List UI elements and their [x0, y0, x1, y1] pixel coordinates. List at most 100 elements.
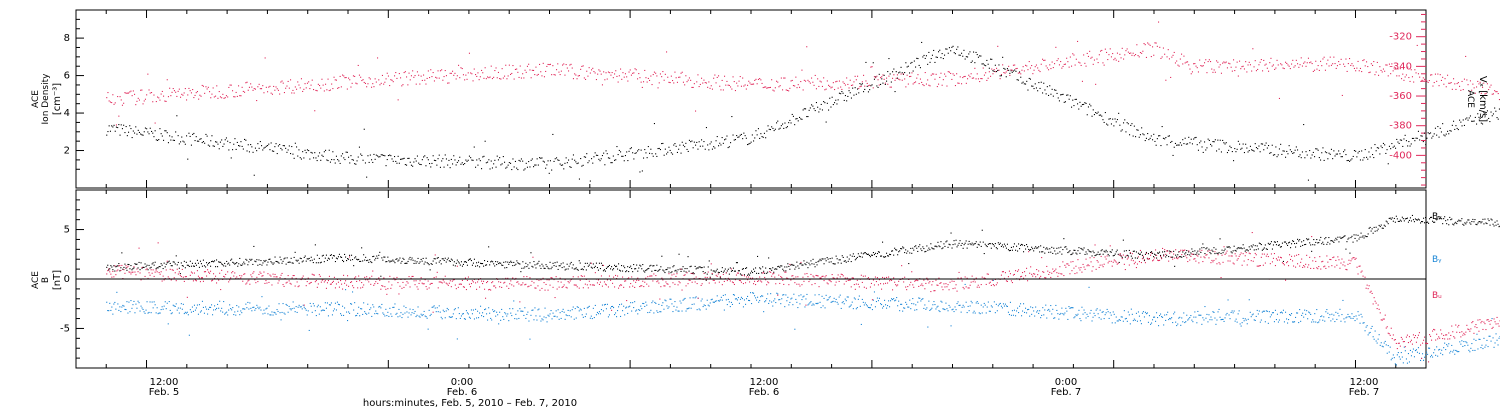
bx-point: [207, 264, 209, 266]
bx-point: [644, 271, 646, 273]
ion-density-point: [549, 160, 551, 162]
velocity-point: [1372, 64, 1374, 66]
velocity-point: [323, 90, 325, 92]
velocity-point: [1413, 81, 1415, 83]
bx-point: [476, 262, 478, 264]
bx-point: [315, 262, 317, 264]
bx-point: [1466, 221, 1468, 223]
bx-point: [835, 255, 837, 257]
velocity-point: [1363, 59, 1365, 61]
ion-density-point: [726, 135, 728, 137]
velocity-point: [754, 79, 756, 81]
bx-point: [555, 265, 557, 267]
bx-point: [1023, 251, 1025, 253]
bx-point: [1339, 236, 1341, 238]
bx-point: [1311, 250, 1313, 252]
velocity-point: [1149, 44, 1151, 46]
velocity-point: [819, 80, 821, 82]
velocity-point: [182, 94, 184, 96]
velocity-point: [1453, 78, 1455, 80]
velocity-point: [1115, 59, 1117, 61]
ion-density-point: [1397, 141, 1399, 143]
velocity-point: [1334, 63, 1336, 65]
bx-point: [1204, 253, 1206, 255]
velocity-point: [783, 77, 785, 79]
ion-density-point: [1460, 121, 1462, 123]
ion-density-point: [221, 139, 223, 141]
ion-density-point: [328, 149, 330, 151]
velocity-point: [1447, 74, 1449, 76]
ion-density-point: [820, 103, 822, 105]
velocity-point: [789, 87, 791, 89]
ion-density-point: [614, 159, 616, 161]
velocity-point: [641, 86, 643, 88]
ion-density-point: [1306, 154, 1308, 156]
ion-density-point: [975, 51, 977, 53]
bx-point: [510, 260, 512, 262]
ion-density-point: [335, 155, 337, 157]
velocity-point: [229, 84, 231, 86]
bx-point: [1138, 253, 1140, 255]
bx-point: [347, 258, 349, 260]
ion-density-point: [230, 157, 232, 159]
bx-point: [1016, 245, 1018, 247]
velocity-point: [253, 88, 255, 90]
bx-point: [1442, 223, 1444, 225]
velocity-point: [539, 63, 541, 65]
velocity-point: [599, 70, 601, 72]
velocity-point: [710, 85, 712, 87]
ion-density-point: [1275, 146, 1277, 148]
velocity-point: [217, 97, 219, 99]
ion-density-point: [1338, 150, 1340, 152]
velocity-point: [1419, 76, 1421, 78]
velocity-point: [585, 78, 587, 80]
velocity-point: [1333, 56, 1335, 58]
velocity-point: [973, 77, 975, 79]
ion-density-point: [233, 143, 235, 145]
ion-density-point: [270, 142, 272, 144]
ion-density-point: [1488, 117, 1490, 119]
ion-density-point: [905, 62, 907, 64]
velocity-point: [369, 78, 371, 80]
ion-density-point: [282, 145, 284, 147]
velocity-point: [1488, 89, 1490, 91]
bx-point: [1155, 254, 1157, 256]
ion-density-point: [792, 115, 794, 117]
ion-density-point: [362, 159, 364, 161]
ion-density-point: [461, 162, 463, 164]
ion-density-point: [1035, 87, 1037, 89]
bx-point: [790, 264, 792, 266]
velocity-point: [1223, 61, 1225, 63]
bx-point: [1497, 223, 1499, 225]
ion-density-point: [433, 159, 435, 161]
velocity-point: [1127, 51, 1129, 53]
bx-point: [1490, 218, 1492, 220]
top-left-tick-label: 2: [64, 146, 70, 157]
bx-point: [173, 261, 175, 263]
velocity-point: [688, 77, 690, 79]
bx-point: [952, 244, 954, 246]
bx-point: [1074, 249, 1076, 251]
ion-density-point: [913, 60, 915, 62]
ion-density-point: [1298, 156, 1300, 158]
ion-density-point: [267, 145, 269, 147]
velocity-point: [1178, 65, 1180, 67]
ion-density-point: [218, 148, 220, 150]
bx-point: [1094, 255, 1096, 257]
velocity-point: [372, 83, 374, 85]
velocity-point: [980, 78, 982, 80]
ion-density-point: [1324, 151, 1326, 153]
bx-point: [1494, 221, 1496, 223]
ion-density-point: [361, 154, 363, 156]
bx-point: [199, 260, 201, 262]
velocity-point: [876, 75, 878, 77]
ion-density-point: [1015, 70, 1017, 72]
velocity-point: [248, 86, 250, 88]
velocity-point: [768, 87, 770, 89]
velocity-point: [236, 95, 238, 97]
ion-density-point: [135, 126, 137, 128]
ion-density-point: [1358, 150, 1360, 152]
ion-density-point: [716, 136, 718, 138]
ion-density-point: [182, 140, 184, 142]
bx-point: [1341, 237, 1343, 239]
